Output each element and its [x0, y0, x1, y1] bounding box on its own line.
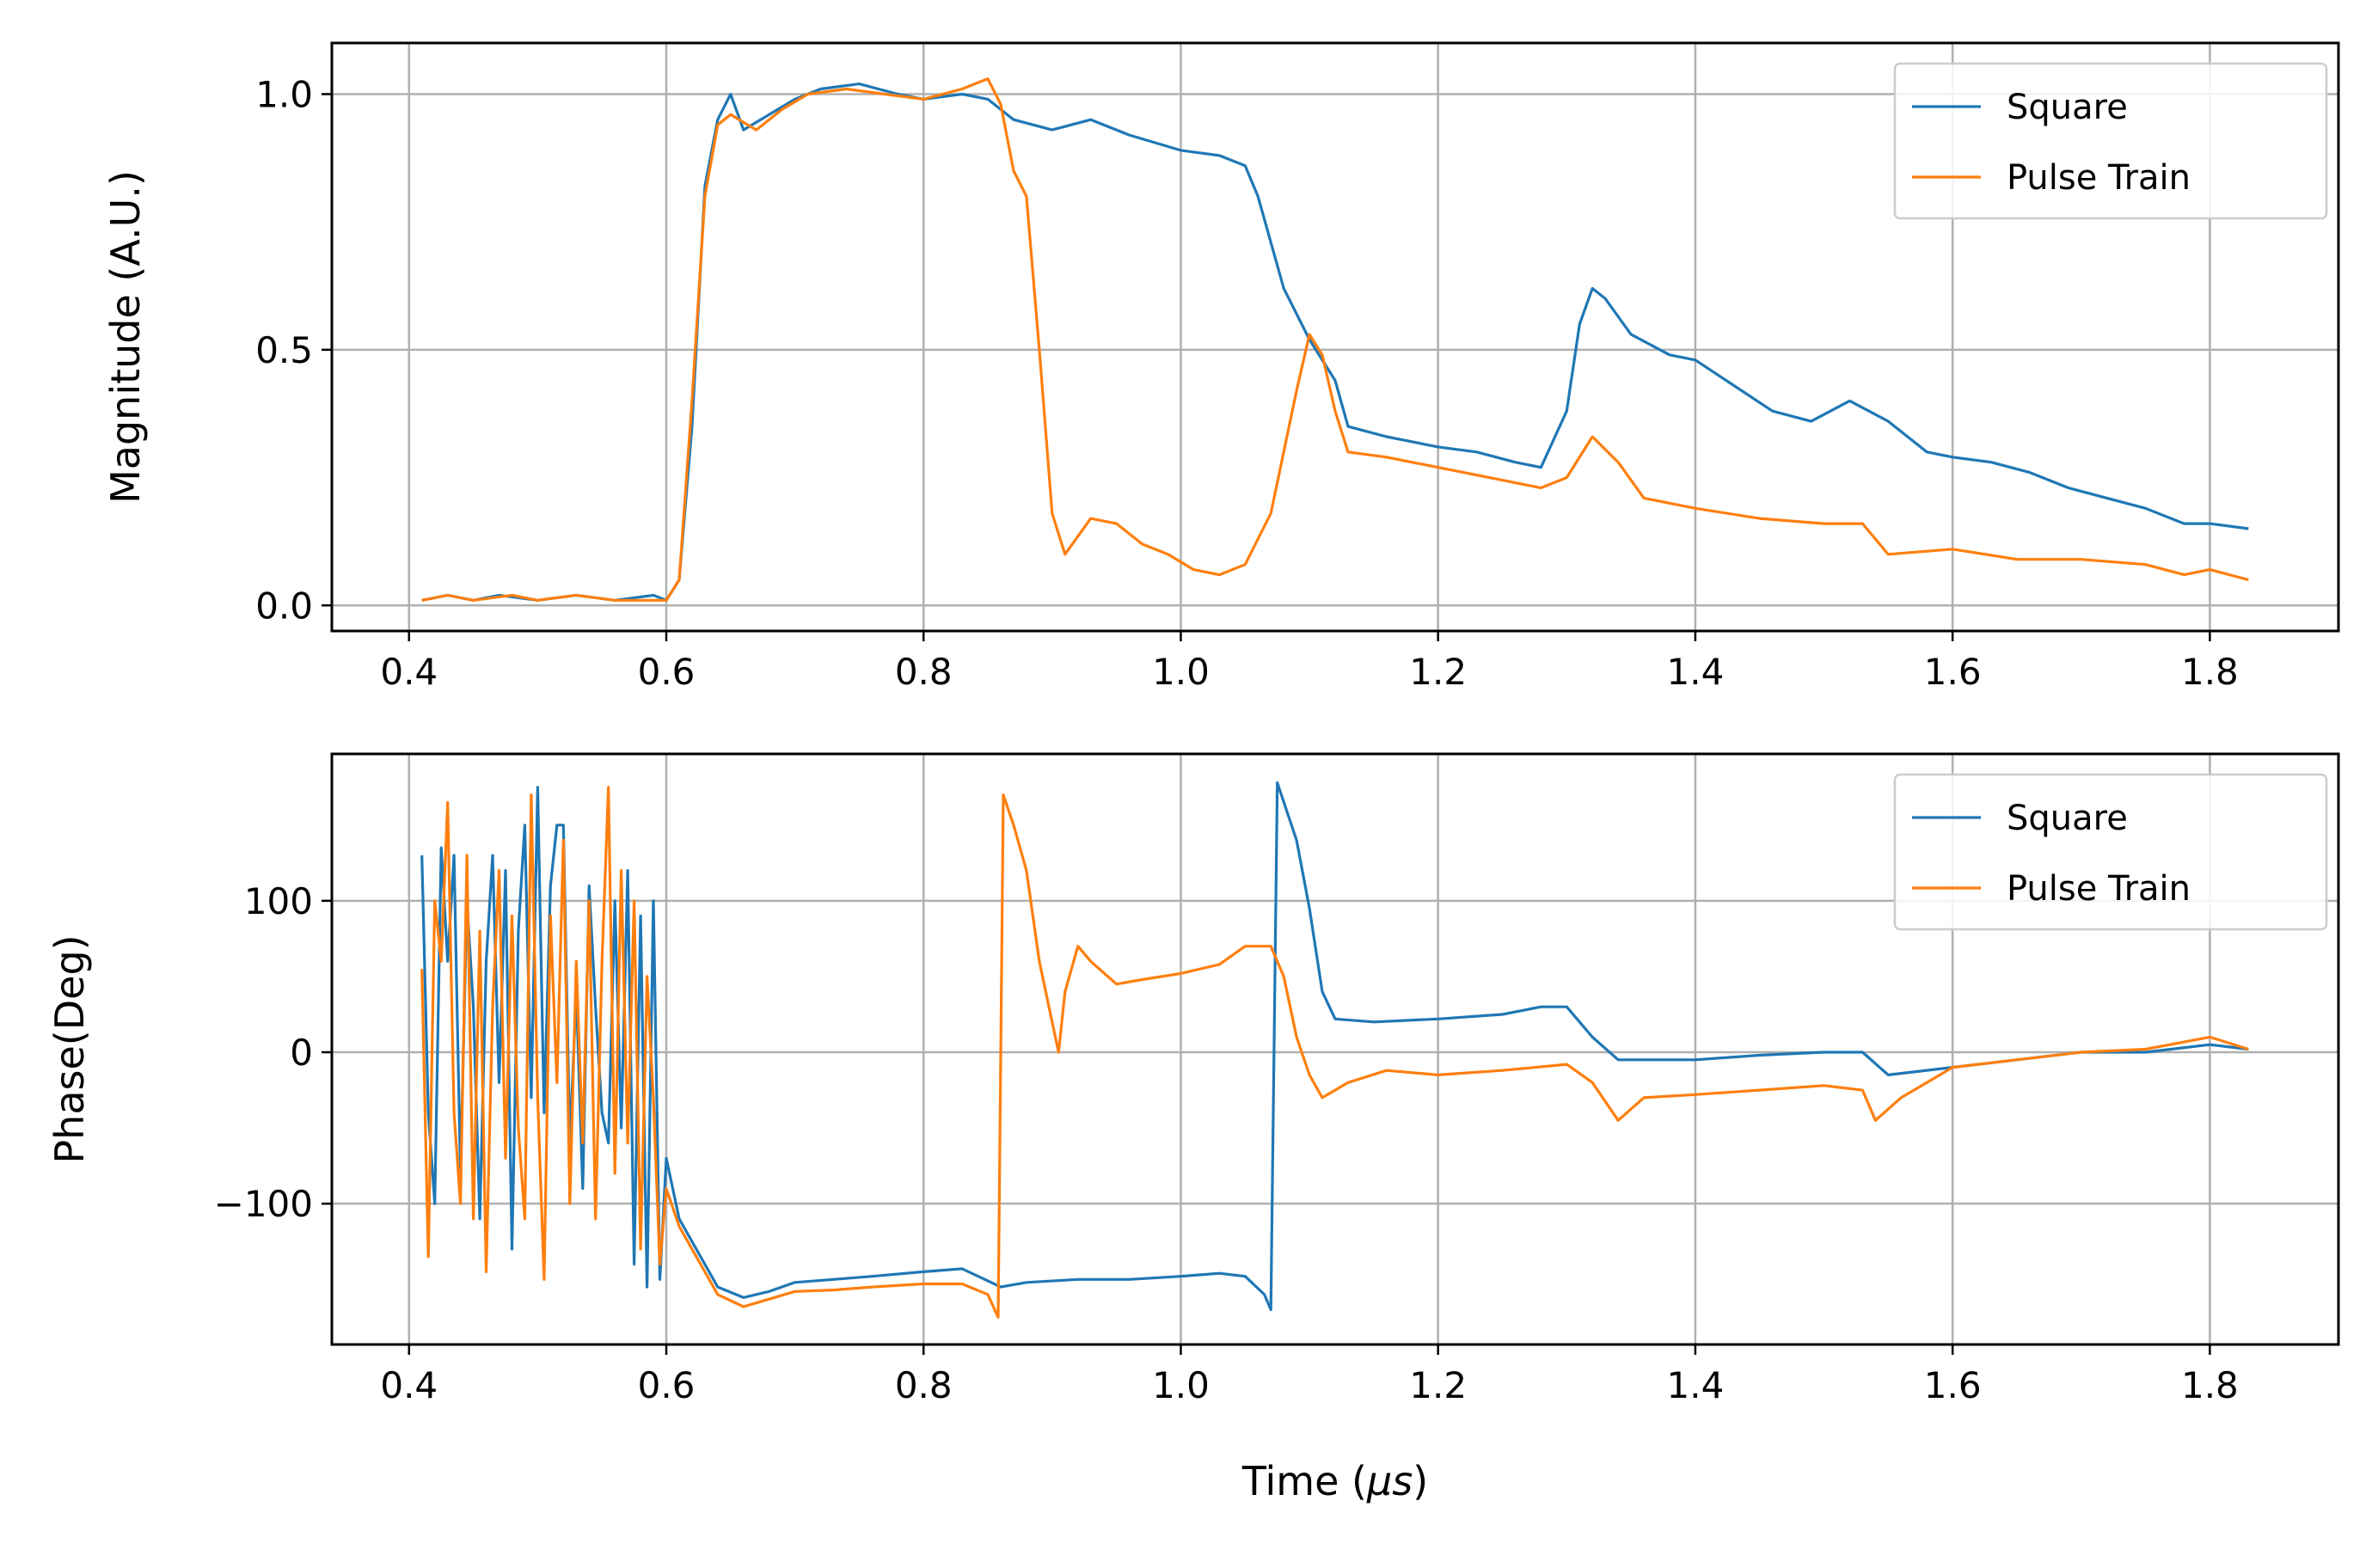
plot-frame [330, 752, 2340, 1346]
x-tick-label: 1.8 [2181, 651, 2239, 693]
legend-box [1893, 62, 2328, 220]
x-tick-label: 1.0 [1152, 651, 1210, 693]
legend-label: Pulse Train [2007, 158, 2191, 198]
x-axis-label: Time (μs) [1241, 1458, 1428, 1504]
x-tick-label: 0.4 [380, 1364, 438, 1406]
x-tick-label: 1.2 [1409, 1364, 1467, 1406]
x-tick-label: 0.4 [380, 651, 438, 693]
legend: Square Pulse Train [1893, 62, 2328, 220]
legend-label: Square [2007, 88, 2128, 127]
x-tick-label: 0.6 [638, 1364, 696, 1406]
series-line-square [420, 781, 2249, 1312]
x-tick-label: 1.6 [1924, 651, 1982, 693]
legend-box [1893, 773, 2328, 931]
x-tick-label: 1.4 [1667, 1364, 1725, 1406]
x-tick-label: 1.4 [1667, 651, 1725, 693]
x-tick-label: 0.8 [895, 651, 953, 693]
x-tick-label: 1.8 [2181, 1364, 2239, 1406]
legend-label: Pulse Train [2007, 869, 2191, 909]
phase-panel: 0.4 0.6 0.8 1.0 1.2 1.4 1.6 1.8 −100 0 100 Phase(De… [46, 752, 2340, 1504]
magnitude-panel: 0.4 0.6 0.8 1.0 1.2 1.4 1.6 1.8 0.0 0.5 1.0 Magnitu… [102, 41, 2340, 693]
y-tick-label: −100 [214, 1183, 313, 1225]
y-axis-label: Magnitude (A.U.) [102, 170, 149, 504]
series-line-pulse-train [420, 786, 2249, 1319]
y-axis-label: Phase(Deg) [46, 934, 93, 1163]
x-tick-label: 0.8 [895, 1364, 953, 1406]
plot-frame [330, 41, 2340, 633]
x-tick-label: 0.6 [638, 651, 696, 693]
y-tick-label: 100 [244, 880, 313, 922]
y-tick-label: 0.5 [255, 329, 313, 371]
x-tick-label: 1.6 [1924, 1364, 1982, 1406]
y-tick-label: 0.0 [255, 585, 313, 627]
y-tick-label: 0 [290, 1032, 313, 1074]
y-tick-label: 1.0 [255, 73, 313, 115]
series-line-pulse-train [421, 77, 2249, 602]
legend: Square Pulse Train [1893, 773, 2328, 931]
legend-label: Square [2007, 799, 2128, 838]
x-tick-label: 1.0 [1152, 1364, 1210, 1406]
x-tick-label: 1.2 [1409, 651, 1467, 693]
